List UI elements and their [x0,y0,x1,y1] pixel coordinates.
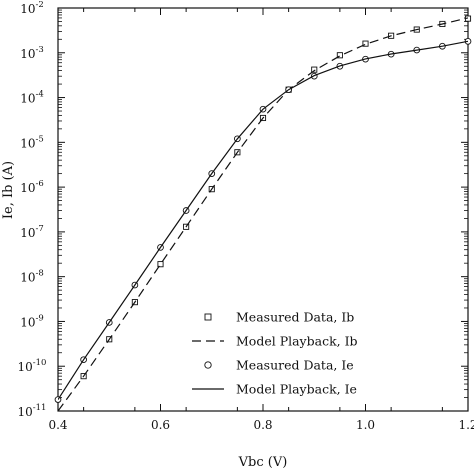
ib-data-point [362,40,369,47]
plot-frame [57,7,469,412]
x-tick-label: 1.0 [356,418,375,432]
ib-data-point [157,261,164,268]
y-tick-base: 10 [20,271,35,285]
y-tick-exponent: -9 [36,313,44,323]
y-tick-base: 10 [20,47,35,61]
y-tick-base: 10 [20,226,35,240]
x-tick-label: 1.2 [458,418,474,432]
y-tick-base: 10 [20,92,35,106]
y-tick-label: 10-4 [20,90,44,106]
x-axis-label: Vbc (V) [238,455,288,470]
y-tick-base: 10 [20,315,35,329]
y-tick-label: 10-3 [20,45,44,61]
y-tick-base: 10 [20,181,35,195]
y-tick-label: 10-6 [20,179,44,195]
legend-label: Model Playback, Ie [236,382,357,397]
y-tick-label: 10-2 [20,0,44,16]
y-tick-exponent: -10 [33,358,47,368]
y-tick-exponent: -4 [36,90,44,100]
legend-label: Model Playback, Ib [236,334,358,349]
y-tick-base: 10 [20,136,35,150]
y-tick-exponent: -3 [36,45,44,55]
y-axis-label: Ie, Ib (A) [1,161,16,219]
x-tick-label: 0.6 [151,418,170,432]
y-tick-base: 10 [18,405,33,419]
legend-square-marker [204,313,212,321]
y-axis-ticks: 10-1110-1010-910-810-710-610-510-410-310… [18,0,468,419]
ib-data-point [336,52,343,59]
y-tick-label: 10-11 [18,403,47,419]
legend-label: Measured Data, Ib [236,310,354,325]
series-line-1 [58,17,468,411]
y-tick-exponent: -6 [36,179,44,189]
y-tick-label: 10-5 [20,134,44,150]
series-layer [54,15,472,411]
y-tick-exponent: -5 [36,134,44,144]
y-tick-exponent: -8 [36,269,44,279]
y-tick-exponent: -11 [33,403,47,413]
ib-data-point [311,66,318,73]
y-tick-base: 10 [18,360,33,374]
legend: Measured Data, Ib Model Playback, Ib Measu… [192,310,358,397]
series-line-3 [58,40,468,400]
x-tick-label: 0.4 [48,418,67,432]
y-tick-base: 10 [20,2,35,16]
y-tick-exponent: -7 [36,224,44,234]
y-tick-label: 10-9 [20,313,44,329]
legend-circle-marker [204,361,212,369]
y-tick-exponent: -2 [36,0,44,10]
y-tick-label: 10-8 [20,269,44,285]
legend-label: Measured Data, Ie [236,358,354,373]
y-tick-label: 10-7 [20,224,44,240]
x-tick-label: 0.8 [253,418,272,432]
y-tick-label: 10-10 [18,358,47,374]
x-axis-ticks: 0.4 0.6 0.8 1.0 1.2 [48,8,474,432]
